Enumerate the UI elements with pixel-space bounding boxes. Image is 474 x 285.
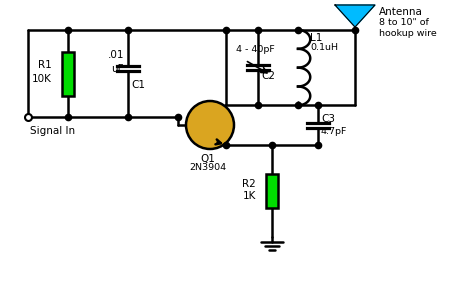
Text: 10K: 10K — [32, 74, 52, 84]
Text: R1: R1 — [38, 60, 52, 70]
Text: 4 - 40pF: 4 - 40pF — [236, 45, 275, 54]
Text: Signal In: Signal In — [30, 126, 75, 136]
Text: .01: .01 — [108, 50, 124, 60]
Text: 0.1uH: 0.1uH — [310, 44, 338, 52]
Text: uF: uF — [111, 64, 124, 74]
Text: C1: C1 — [131, 80, 145, 89]
FancyBboxPatch shape — [62, 52, 74, 95]
Text: Antenna: Antenna — [379, 7, 423, 17]
Text: 1K: 1K — [243, 191, 256, 201]
Text: 4.7pF: 4.7pF — [321, 127, 347, 135]
Circle shape — [186, 101, 234, 149]
Text: C2: C2 — [261, 71, 275, 81]
Text: R2: R2 — [242, 179, 256, 189]
Text: Q1: Q1 — [201, 154, 216, 164]
Text: C3: C3 — [321, 114, 335, 124]
Text: 2N3904: 2N3904 — [190, 163, 227, 172]
Text: 8 to 10" of: 8 to 10" of — [379, 18, 429, 27]
Text: L1: L1 — [310, 33, 322, 43]
Polygon shape — [335, 5, 375, 27]
FancyBboxPatch shape — [266, 174, 278, 208]
Text: hookup wire: hookup wire — [379, 29, 437, 38]
